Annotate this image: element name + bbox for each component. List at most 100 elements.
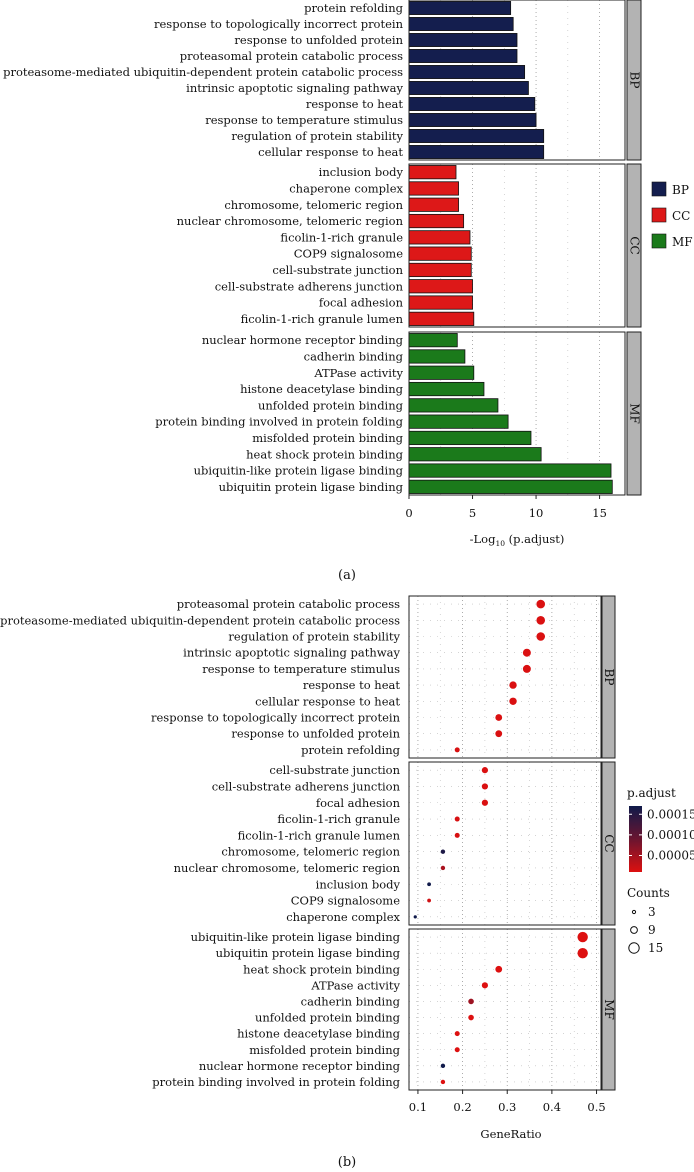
bar (408, 97, 536, 111)
category-label: COP9 signalosome (294, 247, 403, 261)
category-label: response to heat (303, 678, 401, 692)
dot (413, 915, 417, 919)
legend-label-bp: BP (672, 183, 689, 197)
x-tick-label: 10 (529, 506, 544, 520)
legend-swatch-cc (651, 207, 667, 223)
category-label: cellular response to heat (258, 145, 403, 159)
category-label: heat shock protein binding (246, 447, 403, 461)
category-label: misfolded protein binding (252, 431, 403, 445)
category-label: unfolded protein binding (258, 398, 404, 412)
facet-strip (626, 163, 642, 328)
legend-color-title: p.adjust (627, 786, 676, 800)
category-label: response to heat (306, 97, 404, 111)
dot (495, 714, 503, 721)
bar (408, 381, 485, 397)
dot (577, 931, 588, 943)
bar (408, 213, 465, 229)
dot-chart-panel: proteasomal protein catabolic process pro… (0, 595, 694, 1170)
category-label: response to unfolded protein (234, 33, 403, 47)
dot (481, 982, 489, 989)
category-label: response to unfolded protein (231, 727, 400, 741)
x-tick-label: 0.3 (498, 1100, 516, 1114)
facet-cc: cell-substrate junction cell-substrate ad… (174, 761, 616, 926)
category-label: chaperone complex (289, 181, 403, 195)
category-label: response to temperature stimulus (205, 113, 403, 127)
dot (536, 632, 546, 641)
facet-bp: protein refolding response to topological… (3, 0, 642, 161)
category-label: nuclear hormone receptor binding (202, 333, 404, 347)
category-label: response to topologically incorrect prot… (151, 711, 401, 725)
facet-strip-label: MF (602, 999, 616, 1020)
colorbar-label: 0.00005 (647, 849, 694, 863)
bar (408, 129, 545, 143)
category-label: ficolin-1-rich granule (280, 230, 403, 244)
x-tick-label: 0.5 (587, 1100, 605, 1114)
facet-strip-label: BP (628, 72, 642, 89)
bar (408, 295, 473, 310)
bar (408, 430, 532, 446)
facet-mf: ubiquitin-like protein ligase binding ubi… (152, 928, 616, 1091)
facet-bp: proteasomal protein catabolic process pro… (0, 595, 616, 759)
bar (408, 414, 509, 429)
category-label: cadherin binding (304, 349, 404, 363)
dot (481, 783, 489, 790)
category-label: misfolded protein binding (249, 1043, 400, 1057)
bar (408, 81, 529, 95)
dot (440, 849, 446, 854)
category-label: focal adhesion (319, 296, 404, 310)
category-label: chromosome, telomeric region (224, 198, 403, 212)
x-tick-label: 0 (405, 506, 412, 520)
bar (408, 246, 472, 261)
legend-label-cc: CC (672, 209, 690, 223)
bar (408, 311, 475, 326)
category-label: ubiquitin-like protein ligase binding (194, 464, 404, 478)
facet-strip (601, 761, 616, 926)
category-label: protein refolding (301, 743, 401, 757)
x-tick-label: 0.1 (409, 1100, 427, 1114)
bar (408, 447, 542, 462)
category-label: regulation of protein stability (231, 129, 403, 143)
bar (408, 65, 526, 79)
category-label: protein binding involved in protein fold… (152, 1075, 400, 1089)
bar (408, 279, 473, 294)
category-label: proteasome-mediated ubiquitin-dependent … (0, 613, 400, 627)
bar (408, 181, 459, 196)
bar (408, 17, 514, 31)
dot (454, 1031, 460, 1037)
category-label: ficolin-1-rich granule (277, 812, 400, 826)
bar (408, 113, 537, 127)
bar (408, 262, 472, 278)
dot (522, 648, 531, 657)
legend-swatch-mf (651, 233, 667, 249)
colorbar-label: 0.00015 (647, 807, 694, 821)
x-axis: 0 5 10 15 -Log10 (p.adjust) (405, 495, 607, 548)
dot (454, 1047, 460, 1053)
facet-strip-label: CC (602, 834, 616, 852)
dot (495, 965, 503, 973)
dot (577, 947, 588, 959)
category-label: inclusion body (319, 165, 404, 179)
bar (408, 349, 466, 364)
category-label: inclusion body (316, 877, 401, 891)
category-label: nuclear chromosome, telomeric region (174, 861, 401, 875)
facet-cc: inclusion body chaperone complex chromosom… (177, 163, 642, 328)
bar (408, 230, 471, 245)
dot (522, 664, 531, 673)
category-label: histone deacetylase binding (237, 1027, 401, 1041)
category-label: ficolin-1-rich granule lumen (238, 828, 401, 842)
category-label: ubiquitin protein ligase binding (219, 480, 404, 494)
bar (408, 165, 457, 180)
bar (408, 333, 458, 348)
dot (454, 832, 460, 838)
dot (481, 799, 489, 806)
category-label: nuclear chromosome, telomeric region (177, 214, 404, 228)
facet-strip (601, 595, 616, 759)
caption-a: (a) (338, 568, 356, 583)
panel-border (408, 928, 602, 1091)
dot (440, 1079, 446, 1085)
dot (468, 1014, 474, 1021)
caption-b: (b) (338, 1155, 356, 1170)
category-label: proteasomal protein catabolic process (180, 49, 403, 63)
category-label: chaperone complex (286, 910, 400, 924)
facet-strip-label: CC (628, 236, 642, 254)
